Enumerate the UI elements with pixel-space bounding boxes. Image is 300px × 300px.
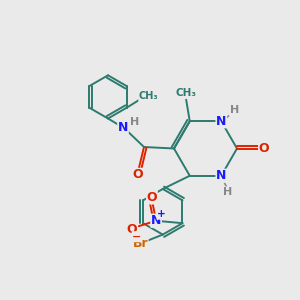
Text: −: − (132, 232, 142, 242)
Text: H: H (130, 117, 140, 128)
Text: CH₃: CH₃ (176, 88, 197, 98)
Text: O: O (259, 142, 269, 155)
Text: N: N (118, 121, 128, 134)
Text: N: N (216, 169, 226, 182)
Text: N: N (216, 115, 226, 128)
Text: O: O (127, 223, 137, 236)
Text: O: O (147, 191, 157, 204)
Text: H: H (223, 187, 232, 197)
Text: CH₃: CH₃ (139, 91, 158, 101)
Text: H: H (230, 105, 239, 116)
Text: +: + (157, 209, 166, 219)
Text: O: O (133, 168, 143, 182)
Text: Br: Br (132, 237, 148, 250)
Text: N: N (151, 214, 161, 227)
